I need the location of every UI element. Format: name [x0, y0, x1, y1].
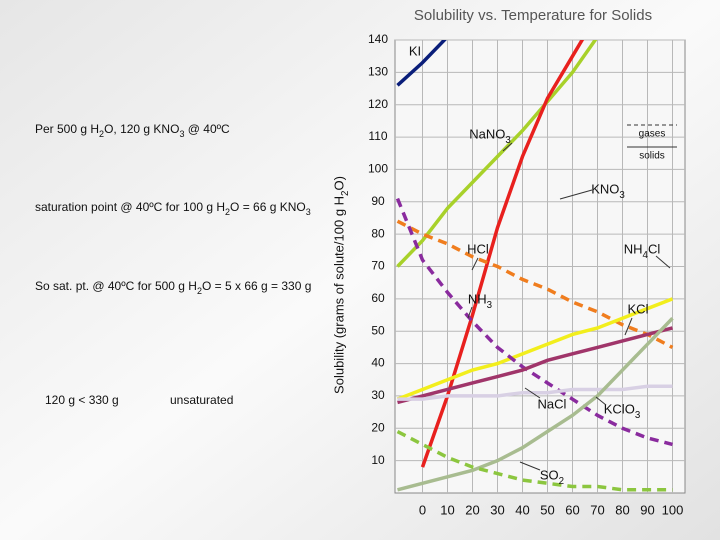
curve-label: KNO3: [591, 181, 625, 201]
y-tick-label: 140: [368, 32, 388, 46]
x-tick-label: 40: [515, 502, 529, 517]
x-tick-label: 90: [640, 502, 654, 517]
annotation: So sat. pt. @ 40ºC for 500 g H2O = 5 x 6…: [35, 279, 311, 296]
y-tick-label: 130: [368, 65, 388, 79]
y-tick-label: 110: [368, 129, 387, 143]
y-axis-label: Solubility (grams of solute/100 g H2O): [331, 176, 351, 394]
curve-label: NaNO3: [469, 126, 511, 146]
leader-line: [519, 461, 541, 471]
curve-label: SO2: [540, 467, 564, 487]
chart-title: Solubility vs. Temperature for Solids: [414, 7, 652, 24]
y-tick-label: 10: [371, 453, 385, 467]
y-tick-label: 120: [368, 97, 388, 111]
curve-label: KClO3: [604, 401, 641, 421]
curve-label: HCl: [467, 241, 489, 256]
x-tick-label: 50: [540, 502, 554, 517]
curve: [395, 197, 673, 447]
curve: [397, 317, 674, 492]
curve: [396, 297, 674, 401]
x-tick-label: 100: [662, 502, 684, 517]
leader-line: [524, 387, 541, 399]
leader-line: [624, 317, 633, 336]
annotation: saturation point @ 40ºC for 100 g H2O = …: [35, 200, 311, 217]
y-tick-label: 100: [368, 162, 388, 176]
leader-line: [559, 189, 593, 200]
y-tick-label: 20: [371, 420, 385, 434]
leader-line: [655, 255, 671, 269]
curve: [396, 40, 447, 87]
y-tick-label: 50: [371, 323, 385, 337]
annotation: 120 g < 330 g: [45, 393, 119, 407]
curve: [396, 429, 673, 492]
curve: [397, 384, 673, 401]
curve-label: KI: [409, 43, 421, 58]
curve: [396, 219, 674, 349]
x-tick-label: 80: [615, 502, 629, 517]
leader-line: [467, 306, 473, 319]
x-tick-label: 70: [590, 502, 604, 517]
curve-label: NH4Cl: [624, 241, 661, 261]
y-tick-label: 80: [371, 226, 385, 240]
leader-line: [471, 257, 479, 271]
x-tick-label: 10: [440, 502, 454, 517]
y-tick-label: 70: [371, 259, 385, 273]
curve: [397, 326, 673, 405]
legend-label: solids: [639, 151, 665, 162]
curve-label: NH3: [468, 291, 492, 311]
x-tick-label: 30: [490, 502, 504, 517]
x-tick-label: 60: [565, 502, 579, 517]
series-group: [395, 40, 674, 492]
annotation: unsaturated: [170, 393, 233, 407]
y-tick-label: 40: [371, 356, 385, 370]
x-tick-label: 20: [465, 502, 479, 517]
y-tick-label: 60: [371, 291, 385, 305]
y-tick-label: 90: [371, 194, 385, 208]
curve: [396, 40, 598, 268]
legend-label: gases: [639, 129, 666, 140]
curve-label: NaCl: [538, 396, 567, 411]
leader-line: [595, 396, 607, 406]
curve-label: KCl: [628, 301, 649, 316]
leader-line: [502, 142, 513, 152]
y-tick-label: 30: [371, 388, 385, 402]
x-tick-label: 0: [419, 502, 426, 517]
curve: [420, 40, 585, 468]
